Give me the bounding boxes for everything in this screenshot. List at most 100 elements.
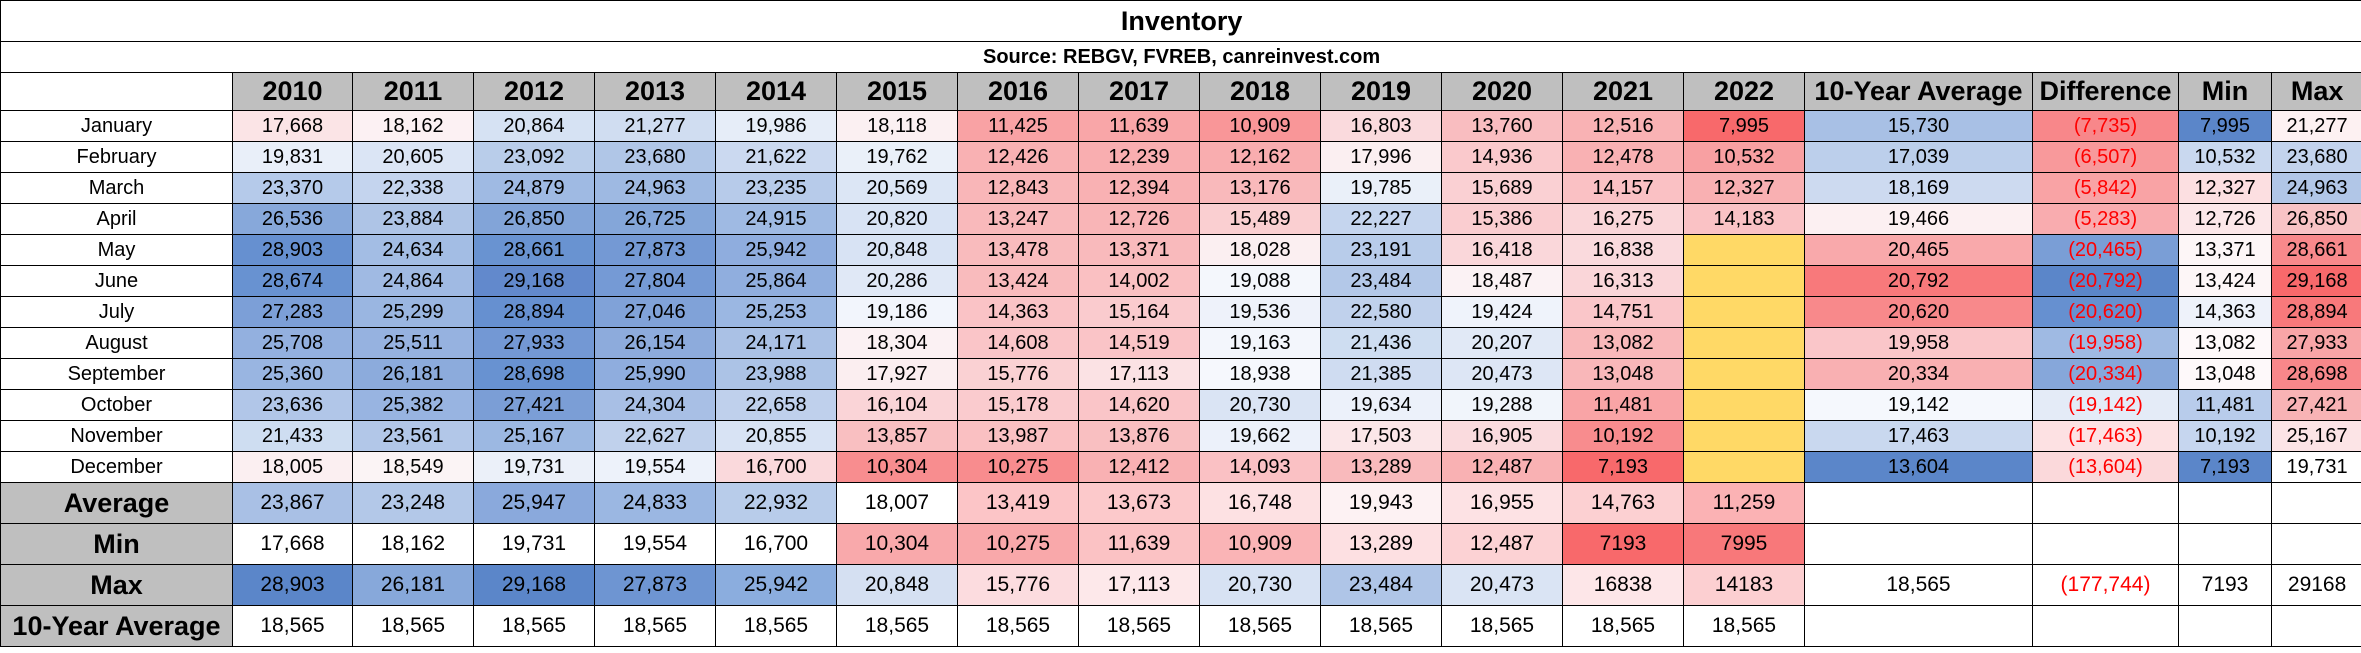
value-cell[interactable]: 20,730 [1199,389,1321,421]
value-cell[interactable]: 25,511 [352,327,474,359]
value-cell[interactable]: 15,489 [1199,203,1321,235]
value-cell[interactable]: 14,363 [957,296,1079,328]
value-cell[interactable]: 26,181 [352,358,474,390]
month-label[interactable]: March [0,172,233,204]
value-cell[interactable]: 14,157 [1562,172,1684,204]
value-cell[interactable]: 20,286 [836,265,958,297]
value-cell[interactable] [1683,420,1805,452]
value-cell[interactable]: 13,419 [957,482,1079,524]
value-cell[interactable] [1683,389,1805,421]
value-cell[interactable]: 20,473 [1441,564,1563,606]
value-cell[interactable]: 14,620 [1078,389,1200,421]
month-label[interactable]: May [0,234,233,266]
value-cell[interactable]: 21,385 [1320,358,1442,390]
value-cell[interactable]: 11,639 [1078,110,1200,142]
value-cell[interactable]: 29,168 [2270,265,2361,297]
value-cell[interactable]: 14,183 [1683,203,1805,235]
value-cell[interactable]: 7193 [1562,523,1684,565]
value-cell[interactable]: 13,082 [1562,327,1684,359]
value-cell[interactable]: 19,662 [1199,420,1321,452]
value-cell[interactable]: 20,569 [836,172,958,204]
value-cell[interactable]: 12,327 [1683,172,1805,204]
value-cell[interactable] [1683,234,1805,266]
value-cell[interactable]: 7995 [1683,523,1805,565]
column-header[interactable]: 2012 [473,72,595,111]
value-cell[interactable]: 25,990 [594,358,716,390]
value-cell[interactable]: 10,304 [836,451,958,483]
value-cell[interactable]: 23,248 [352,482,474,524]
value-cell[interactable] [1683,451,1805,483]
value-cell[interactable]: 13,289 [1320,523,1442,565]
value-cell[interactable]: 15,386 [1441,203,1563,235]
value-cell[interactable]: 16,700 [715,451,837,483]
value-cell[interactable]: 13,673 [1078,482,1200,524]
value-cell[interactable]: 18,565 [1078,605,1200,647]
month-label[interactable]: August [0,327,233,359]
value-cell[interactable]: 20,605 [352,141,474,173]
value-cell[interactable]: (13,604) [2032,451,2179,483]
value-cell[interactable]: 13,760 [1441,110,1563,142]
value-cell[interactable]: 28,698 [2270,358,2361,390]
value-cell[interactable]: 15,178 [957,389,1079,421]
value-cell[interactable]: 20,820 [836,203,958,235]
value-cell[interactable]: 13,176 [1199,172,1321,204]
column-header[interactable]: 10-Year Average [1804,72,2033,111]
value-cell[interactable]: 13,857 [836,420,958,452]
value-cell[interactable]: 13,048 [1562,358,1684,390]
value-cell[interactable]: 16,104 [836,389,958,421]
value-cell[interactable]: 20,730 [1199,564,1321,606]
value-cell[interactable]: 12,487 [1441,451,1563,483]
value-cell[interactable]: 12,726 [1078,203,1200,235]
value-cell[interactable]: 18,565 [1320,605,1442,647]
value-cell[interactable]: 13,289 [1320,451,1442,483]
value-cell[interactable]: 26,181 [352,564,474,606]
value-cell[interactable]: 17,113 [1078,564,1200,606]
value-cell[interactable]: 18,005 [232,451,353,483]
value-cell[interactable]: 23,235 [715,172,837,204]
value-cell[interactable]: 26,536 [232,203,353,235]
summary-label[interactable]: Average [0,482,233,524]
value-cell[interactable]: (177,744) [2032,564,2179,606]
value-cell[interactable]: 25,167 [2270,420,2361,452]
column-header[interactable]: 2011 [352,72,474,111]
value-cell[interactable]: (6,507) [2032,141,2179,173]
value-cell[interactable] [2178,523,2272,565]
value-cell[interactable]: 18,565 [473,605,595,647]
value-cell[interactable]: 11,481 [1562,389,1684,421]
value-cell[interactable]: 19,466 [1804,203,2033,235]
month-label[interactable]: November [0,420,233,452]
value-cell[interactable]: 15,689 [1441,172,1563,204]
value-cell[interactable]: 26,154 [594,327,716,359]
value-cell[interactable]: 14,936 [1441,141,1563,173]
value-cell[interactable]: 7,995 [1683,110,1805,142]
value-cell[interactable]: 16,955 [1441,482,1563,524]
value-cell[interactable]: 25,864 [715,265,837,297]
value-cell[interactable]: (19,142) [2032,389,2179,421]
value-cell[interactable]: 12,478 [1562,141,1684,173]
value-cell[interactable]: 18,565 [1562,605,1684,647]
value-cell[interactable]: 18,565 [1441,605,1563,647]
value-cell[interactable] [1804,482,2033,524]
value-cell[interactable]: 22,932 [715,482,837,524]
value-cell[interactable]: 16,838 [1562,234,1684,266]
value-cell[interactable]: 12,239 [1078,141,1200,173]
value-cell[interactable]: 19,554 [594,451,716,483]
value-cell[interactable]: 26,850 [2270,203,2361,235]
value-cell[interactable]: 25,382 [352,389,474,421]
value-cell[interactable]: 29168 [2270,564,2361,606]
value-cell[interactable]: 19,142 [1804,389,2033,421]
column-header[interactable]: 2022 [1683,72,1805,111]
value-cell[interactable]: 19,731 [473,523,595,565]
value-cell[interactable]: 16,803 [1320,110,1442,142]
value-cell[interactable]: 16,905 [1441,420,1563,452]
value-cell[interactable]: 19,536 [1199,296,1321,328]
value-cell[interactable]: 20,864 [473,110,595,142]
value-cell[interactable]: 12,516 [1562,110,1684,142]
value-cell[interactable]: 19,288 [1441,389,1563,421]
value-cell[interactable]: 19,634 [1320,389,1442,421]
value-cell[interactable]: 15,776 [957,564,1079,606]
value-cell[interactable]: 27,873 [594,564,716,606]
value-cell[interactable]: 17,039 [1804,141,2033,173]
value-cell[interactable]: 23,191 [1320,234,1442,266]
column-header[interactable]: 2014 [715,72,837,111]
